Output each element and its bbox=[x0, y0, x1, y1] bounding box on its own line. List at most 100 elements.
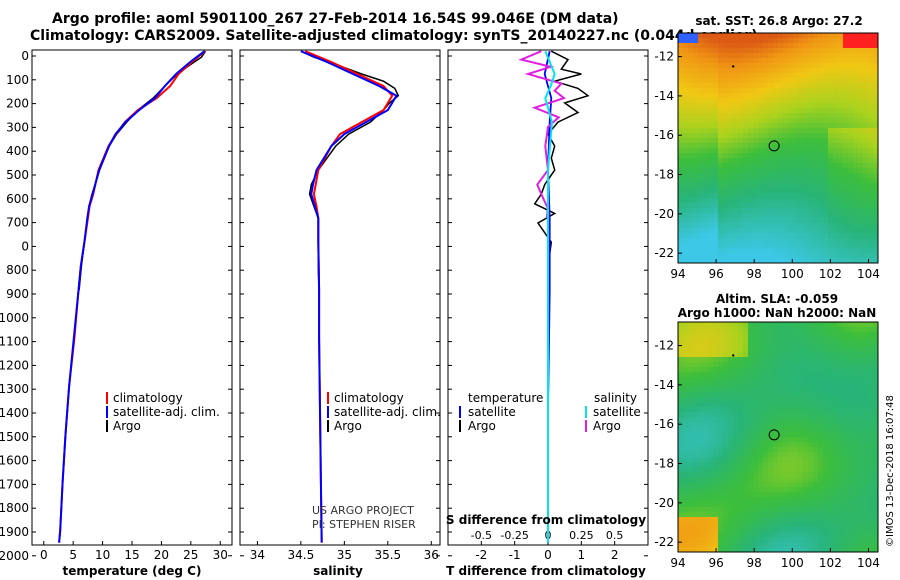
heatmap-cell bbox=[773, 507, 779, 513]
legend-title-salinity: salinity bbox=[594, 391, 637, 405]
heatmap-cell bbox=[688, 198, 694, 204]
heatmap-cell bbox=[708, 248, 714, 254]
heatmap-cell bbox=[753, 397, 759, 403]
heatmap-cell bbox=[718, 362, 724, 368]
heatmap-cell bbox=[838, 253, 844, 259]
heatmap-cell bbox=[823, 168, 829, 174]
heatmap-cell bbox=[728, 372, 734, 378]
heatmap-cell bbox=[748, 452, 754, 458]
heatmap-cell bbox=[683, 322, 689, 328]
heatmap-cell bbox=[718, 547, 724, 553]
heatmap-cell bbox=[718, 108, 724, 114]
heatmap-cell bbox=[698, 352, 704, 358]
heatmap-cell bbox=[838, 83, 844, 89]
heatmap-cell bbox=[818, 178, 824, 184]
heatmap-cell bbox=[743, 168, 749, 174]
heatmap-cell bbox=[863, 532, 869, 538]
heatmap-cell bbox=[718, 432, 724, 438]
heatmap-cell bbox=[738, 452, 744, 458]
heatmap-cell bbox=[718, 88, 724, 94]
heatmap-cell bbox=[833, 462, 839, 468]
heatmap-cell bbox=[803, 43, 809, 49]
heatmap-cell bbox=[803, 158, 809, 164]
heatmap-cell bbox=[818, 168, 824, 174]
heatmap-cell bbox=[698, 218, 704, 224]
heatmap-cell bbox=[848, 178, 854, 184]
heatmap-cell bbox=[868, 352, 874, 358]
heatmap-cell bbox=[723, 472, 729, 478]
heatmap-cell bbox=[838, 33, 844, 39]
heatmap-cell bbox=[808, 158, 814, 164]
heatmap-cell bbox=[728, 48, 734, 54]
heatmap-cell bbox=[708, 342, 714, 348]
heatmap-cell bbox=[808, 327, 814, 333]
heatmap-cell bbox=[728, 412, 734, 418]
heatmap-cell bbox=[858, 78, 864, 84]
heatmap-cell bbox=[773, 517, 779, 523]
heatmap-cell bbox=[713, 153, 719, 159]
heatmap-cell bbox=[763, 38, 769, 44]
heatmap-cell bbox=[748, 53, 754, 59]
heatmap-cell bbox=[798, 178, 804, 184]
heatmap-cell bbox=[768, 397, 774, 403]
heatmap-cell bbox=[858, 432, 864, 438]
heatmap-cell bbox=[863, 138, 869, 144]
heatmap-cell bbox=[703, 178, 709, 184]
heatmap-cell bbox=[678, 387, 684, 393]
heatmap-cell bbox=[718, 38, 724, 44]
heatmap-cell bbox=[818, 482, 824, 488]
heatmap-cell bbox=[738, 103, 744, 109]
heatmap-cell bbox=[863, 517, 869, 523]
heatmap-cell bbox=[758, 138, 764, 144]
heatmap-cell bbox=[748, 462, 754, 468]
heatmap-cell bbox=[743, 542, 749, 548]
heatmap-cell bbox=[763, 203, 769, 209]
heatmap-cell bbox=[733, 467, 739, 473]
heatmap-cell bbox=[763, 168, 769, 174]
heatmap-cell bbox=[803, 492, 809, 498]
heatmap-cell bbox=[693, 123, 699, 129]
heatmap-cell bbox=[808, 382, 814, 388]
heatmap-cell bbox=[823, 83, 829, 89]
heatmap-cell bbox=[853, 118, 859, 124]
heatmap-cell bbox=[868, 547, 874, 553]
heatmap-cell bbox=[823, 118, 829, 124]
heatmap-cell bbox=[708, 108, 714, 114]
heatmap-cell bbox=[828, 522, 834, 528]
temperature-axes bbox=[31, 49, 233, 546]
heatmap-cell bbox=[723, 158, 729, 164]
heatmap-cell bbox=[803, 188, 809, 194]
heatmap-cell bbox=[768, 198, 774, 204]
heatmap-cell bbox=[693, 143, 699, 149]
heatmap-cell bbox=[713, 168, 719, 174]
heatmap-cell bbox=[783, 108, 789, 114]
heatmap-cell bbox=[858, 392, 864, 398]
heatmap-cell bbox=[768, 68, 774, 74]
heatmap-cell bbox=[693, 88, 699, 94]
heatmap-cell bbox=[823, 382, 829, 388]
heatmap-cell bbox=[683, 547, 689, 553]
heatmap-cell bbox=[773, 53, 779, 59]
heatmap-cell bbox=[833, 68, 839, 74]
heatmap-cell bbox=[843, 517, 849, 523]
heatmap-cell bbox=[683, 507, 689, 513]
heatmap-cell bbox=[688, 123, 694, 129]
heatmap-cell bbox=[773, 367, 779, 373]
heatmap-cell bbox=[808, 487, 814, 493]
heatmap-cell bbox=[763, 322, 769, 328]
heatmap-cell bbox=[828, 512, 834, 518]
heatmap-cell bbox=[748, 397, 754, 403]
heatmap-cell bbox=[818, 517, 824, 523]
heatmap-cell bbox=[833, 447, 839, 453]
heatmap-cell bbox=[823, 407, 829, 413]
heatmap-cell bbox=[778, 163, 784, 169]
heatmap-cell bbox=[688, 83, 694, 89]
heatmap-cell bbox=[858, 73, 864, 79]
heatmap-cell bbox=[753, 357, 759, 363]
heatmap-cell bbox=[788, 402, 794, 408]
heatmap-cell bbox=[708, 472, 714, 478]
heatmap-cell bbox=[678, 103, 684, 109]
heatmap-cell bbox=[863, 53, 869, 59]
heatmap-cell bbox=[678, 118, 684, 124]
heatmap-cell bbox=[698, 253, 704, 259]
